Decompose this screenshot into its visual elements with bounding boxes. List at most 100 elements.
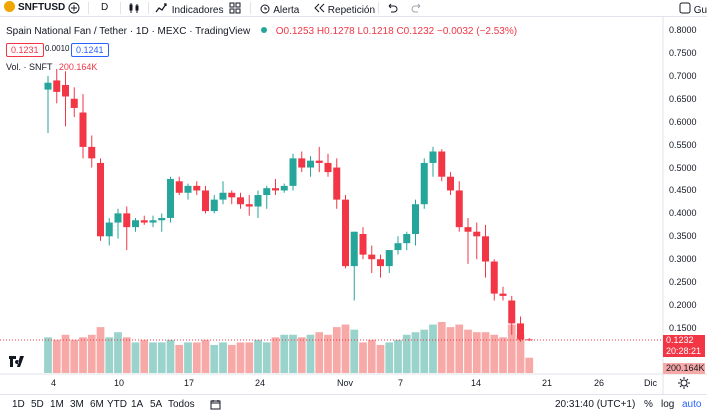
symbol-description[interactable]: Spain National Fan / Tether · 1D · MEXC … bbox=[6, 26, 251, 37]
candle-body bbox=[70, 98, 78, 108]
alarm-clock-icon bbox=[260, 4, 270, 14]
undo-icon[interactable] bbox=[386, 1, 398, 15]
symbol-search-button[interactable]: SNFTUSD bbox=[4, 1, 65, 15]
tradingview-logo[interactable] bbox=[8, 354, 26, 368]
chart-legend: Spain National Fan / Tether · 1D · MEXC … bbox=[6, 26, 517, 37]
range-button-6m[interactable]: 6M bbox=[90, 399, 104, 410]
candle-body bbox=[342, 199, 349, 267]
volume-bar bbox=[192, 342, 201, 373]
range-button-5d[interactable]: 5D bbox=[31, 399, 44, 410]
volume-bar bbox=[210, 344, 219, 373]
alert-button[interactable]: Alerta bbox=[259, 1, 299, 16]
add-symbol-icon[interactable] bbox=[68, 1, 80, 15]
candle-body bbox=[350, 231, 358, 267]
volume-bar bbox=[324, 334, 332, 373]
volume-bar bbox=[105, 337, 114, 373]
candle-body bbox=[385, 250, 393, 267]
range-button-1a[interactable]: 1A bbox=[131, 399, 144, 410]
time-tick-label: 10 bbox=[114, 378, 125, 388]
volume-bar bbox=[516, 334, 525, 373]
volume-bar bbox=[437, 322, 446, 373]
price-chart[interactable] bbox=[0, 0, 707, 394]
range-button-1d[interactable]: 1D bbox=[12, 399, 25, 410]
legend-open: O0.1253 bbox=[275, 26, 315, 37]
volume-bar bbox=[420, 329, 429, 373]
timezone-button[interactable]: 20:31:40 (UTC+1) bbox=[555, 399, 636, 410]
percent-scale-toggle[interactable]: % bbox=[644, 399, 653, 410]
volume-bar bbox=[446, 327, 455, 373]
templates-grid-icon[interactable] bbox=[229, 1, 241, 15]
legend-change: −0.0032 (−2.53%) bbox=[437, 26, 518, 37]
volume-bar bbox=[227, 344, 236, 373]
volume-bar bbox=[464, 329, 472, 373]
candle-body bbox=[254, 195, 262, 207]
volume-bar bbox=[175, 344, 184, 373]
range-button-ytd[interactable]: YTD bbox=[107, 399, 127, 410]
volume-bar bbox=[79, 337, 87, 373]
candle-body bbox=[403, 234, 411, 244]
volume-bar bbox=[490, 334, 499, 373]
chart-type-icon[interactable] bbox=[128, 1, 142, 15]
candle-body bbox=[140, 220, 148, 223]
range-button-3m[interactable]: 3M bbox=[70, 399, 84, 410]
volume-bar bbox=[385, 342, 394, 373]
rewind-icon bbox=[314, 3, 325, 13]
volume-bar bbox=[149, 342, 157, 373]
price-tick-label: 0.8000 bbox=[669, 25, 697, 35]
candle-body bbox=[158, 217, 166, 221]
buy-price-button[interactable]: 0.1241 bbox=[71, 43, 109, 57]
price-tick-label: 0.3000 bbox=[669, 254, 697, 265]
candle-body bbox=[280, 185, 288, 191]
volume-bar bbox=[332, 327, 341, 373]
redo-icon[interactable] bbox=[411, 1, 423, 15]
indicators-label: Indicadores bbox=[171, 5, 224, 16]
candle-body bbox=[228, 192, 236, 198]
candle-body bbox=[412, 204, 419, 235]
volume-bar bbox=[262, 342, 271, 373]
interval-button[interactable]: D bbox=[101, 2, 109, 13]
legend-low: L0.1218 bbox=[357, 26, 394, 37]
candle-body bbox=[175, 181, 183, 193]
candle-body bbox=[420, 162, 428, 205]
price-tick-label: 0.4000 bbox=[669, 208, 697, 219]
sell-price-button[interactable]: 0.1231 bbox=[6, 43, 44, 57]
candle-body bbox=[105, 222, 113, 237]
candle-body bbox=[482, 236, 489, 262]
candle-body bbox=[368, 254, 376, 260]
volume-bar bbox=[245, 342, 254, 373]
range-button-5a[interactable]: 5A bbox=[150, 399, 163, 410]
volume-bar bbox=[166, 339, 175, 373]
toolbar-divider bbox=[148, 2, 149, 14]
volume-bar bbox=[157, 342, 166, 373]
replay-button[interactable]: Repetición bbox=[313, 1, 375, 16]
range-button-todos[interactable]: Todos bbox=[168, 399, 195, 410]
candle-body bbox=[289, 158, 297, 186]
candle-body bbox=[525, 339, 533, 341]
log-scale-toggle[interactable]: log bbox=[661, 399, 675, 410]
volume-bar bbox=[507, 324, 516, 373]
volume-bar bbox=[289, 334, 297, 373]
candle-body bbox=[123, 213, 131, 228]
chart-settings-gear-icon[interactable] bbox=[677, 376, 691, 390]
bar-countdown-tag: 20:28:21 bbox=[663, 346, 705, 357]
toolbar-divider bbox=[378, 2, 379, 14]
volume-bar bbox=[481, 332, 490, 373]
candlesticks bbox=[44, 68, 533, 342]
candle-body bbox=[377, 259, 384, 267]
indicators-button[interactable]: Indicadores bbox=[155, 1, 224, 16]
range-button-1m[interactable]: 1M bbox=[50, 399, 64, 410]
toolbar-divider bbox=[250, 2, 251, 14]
save-layout-button[interactable]: Gua bbox=[679, 1, 707, 16]
price-tick-label: 0.1500 bbox=[669, 323, 697, 333]
candle-body bbox=[394, 243, 402, 251]
top-toolbar: SNFTUSD D Indicadores Alerta Repetición … bbox=[0, 0, 707, 16]
candle-body bbox=[193, 185, 201, 191]
auto-scale-toggle[interactable]: auto bbox=[682, 399, 702, 410]
candle-body bbox=[132, 220, 139, 228]
volume-legend-label: Vol. · SNFT bbox=[6, 62, 53, 72]
candle-body bbox=[62, 85, 69, 97]
candle-body bbox=[473, 231, 481, 237]
last-price-tag: 0.1232 bbox=[663, 335, 705, 346]
volume-bar bbox=[122, 337, 131, 373]
volume-bar bbox=[411, 332, 420, 373]
